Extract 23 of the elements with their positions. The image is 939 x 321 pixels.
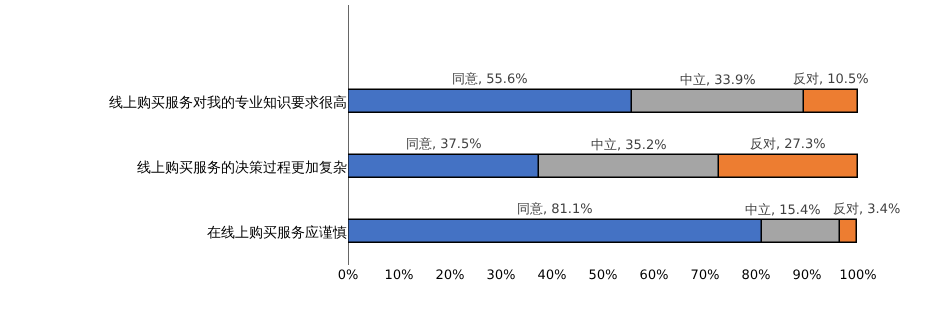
data-label: 同意, 55.6%	[452, 72, 528, 87]
data-label: 同意, 37.5%	[406, 137, 482, 152]
x-tick-label: 20%	[436, 268, 464, 283]
x-tick-label: 40%	[538, 268, 566, 283]
x-tick-label: 60%	[640, 268, 668, 283]
y-tick-label: 线上购买服务的决策过程更加复杂	[137, 160, 347, 176]
x-tick-label: 80%	[742, 268, 770, 283]
x-tick-label: 100%	[839, 268, 877, 283]
data-label: 中立, 15.4%	[745, 202, 821, 218]
x-tick-label: 70%	[690, 268, 720, 283]
y-tick-label: 在线上购买服务应谨慎	[207, 224, 347, 241]
x-tick-label: 30%	[486, 268, 516, 283]
data-label: 中立, 35.2%	[591, 137, 667, 153]
data-label: 同意, 81.1%	[517, 202, 593, 217]
x-tick-label: 50%	[588, 268, 618, 283]
y-tick-label: 线上购买服务对我的专业知识要求很高	[109, 94, 347, 111]
x-tick-label: 90%	[792, 268, 822, 283]
data-label: 中立, 33.9%	[680, 72, 756, 88]
x-tick-label: 10%	[384, 268, 414, 283]
data-label: 反对, 27.3%	[750, 137, 826, 152]
data-label: 反对, 10.5%	[793, 72, 869, 87]
x-tick-label: 0%	[338, 268, 358, 283]
data-label: 反对, 3.4%	[833, 202, 900, 217]
